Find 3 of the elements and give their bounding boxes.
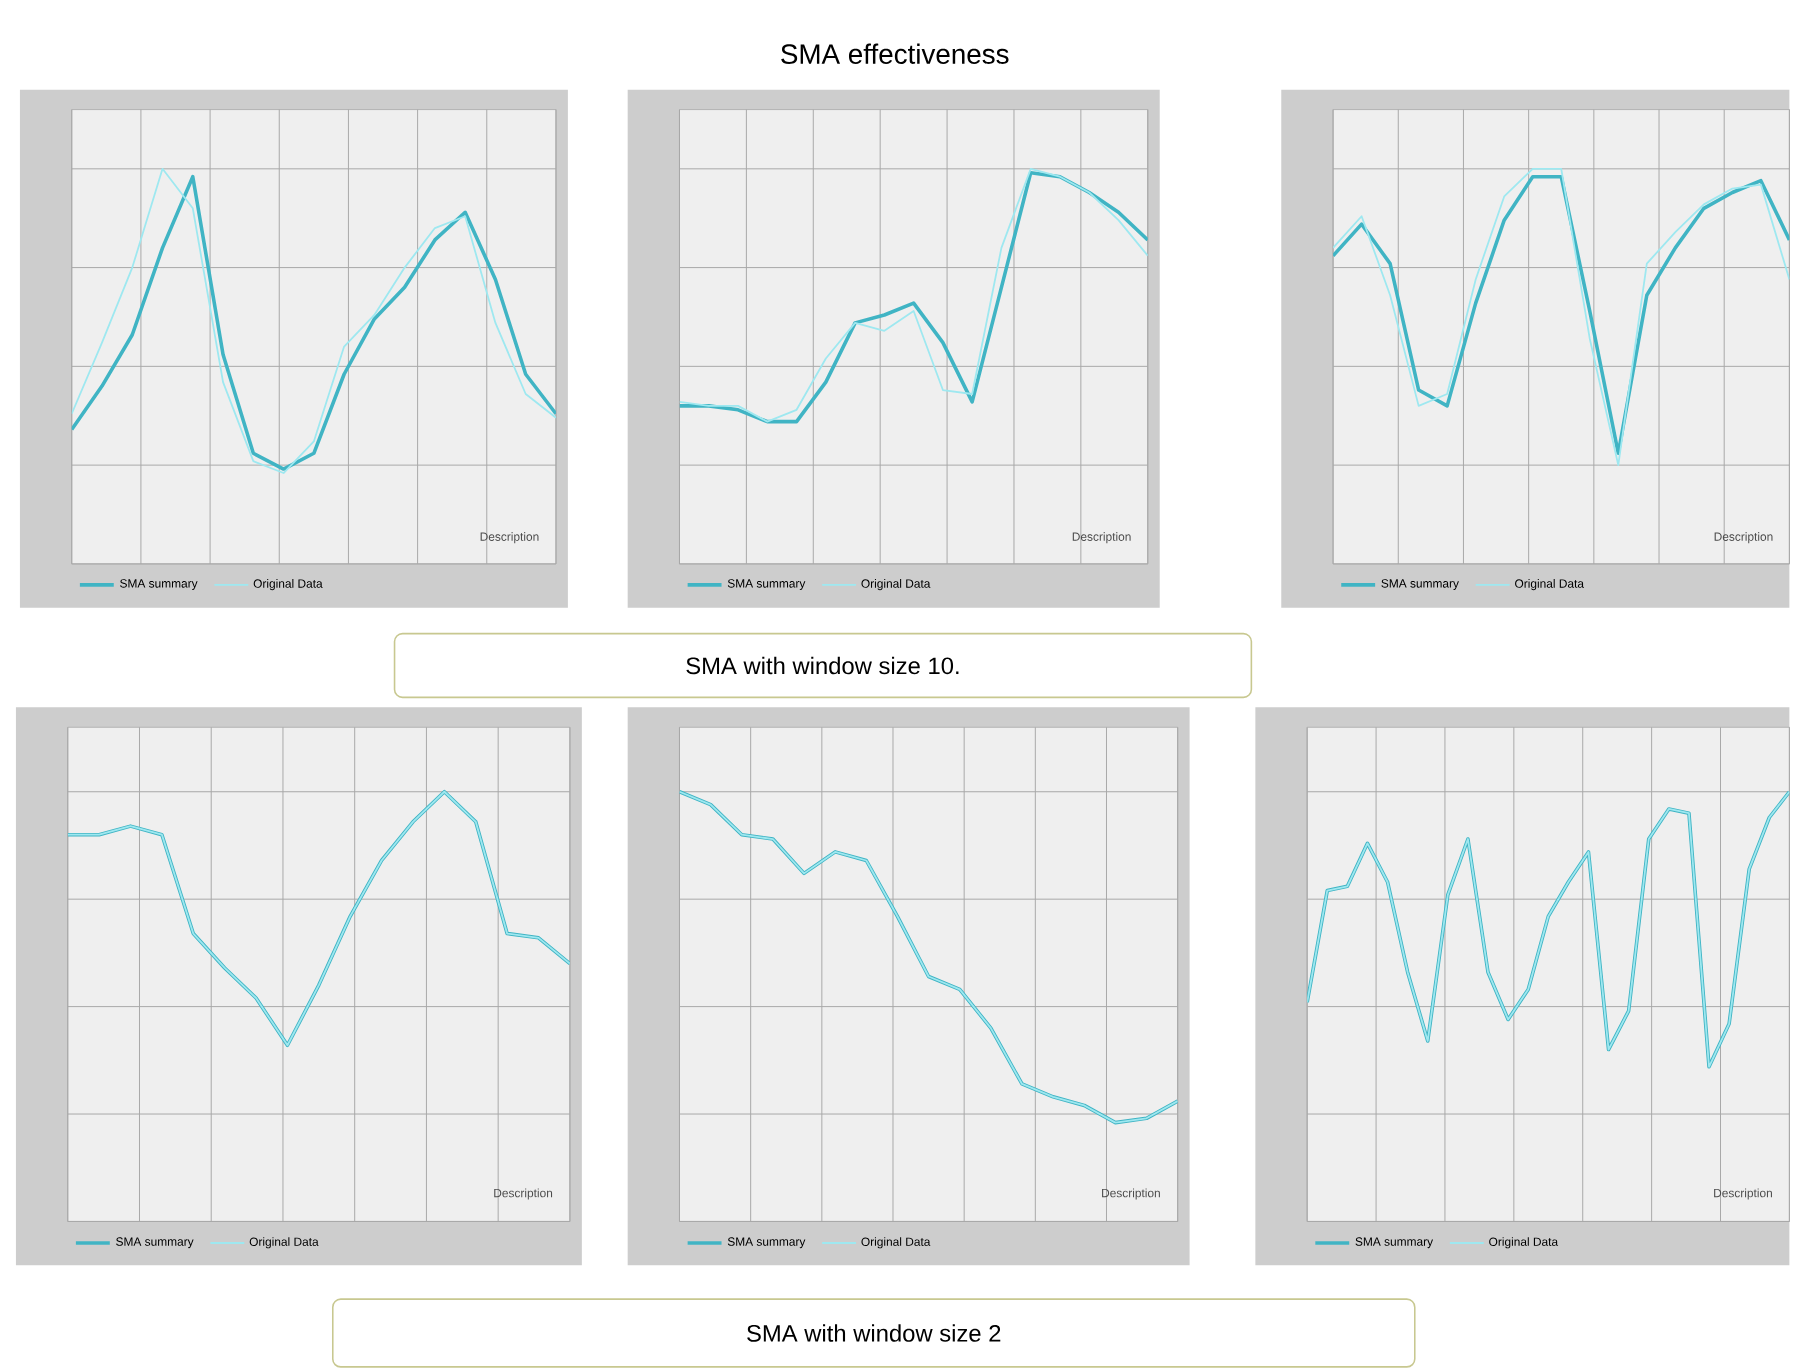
text: SMA with window size 2 (747, 1323, 1001, 1342)
chart-title: SMA effectiveness (781, 43, 1009, 64)
text: SMA with window size 10. (686, 656, 959, 674)
